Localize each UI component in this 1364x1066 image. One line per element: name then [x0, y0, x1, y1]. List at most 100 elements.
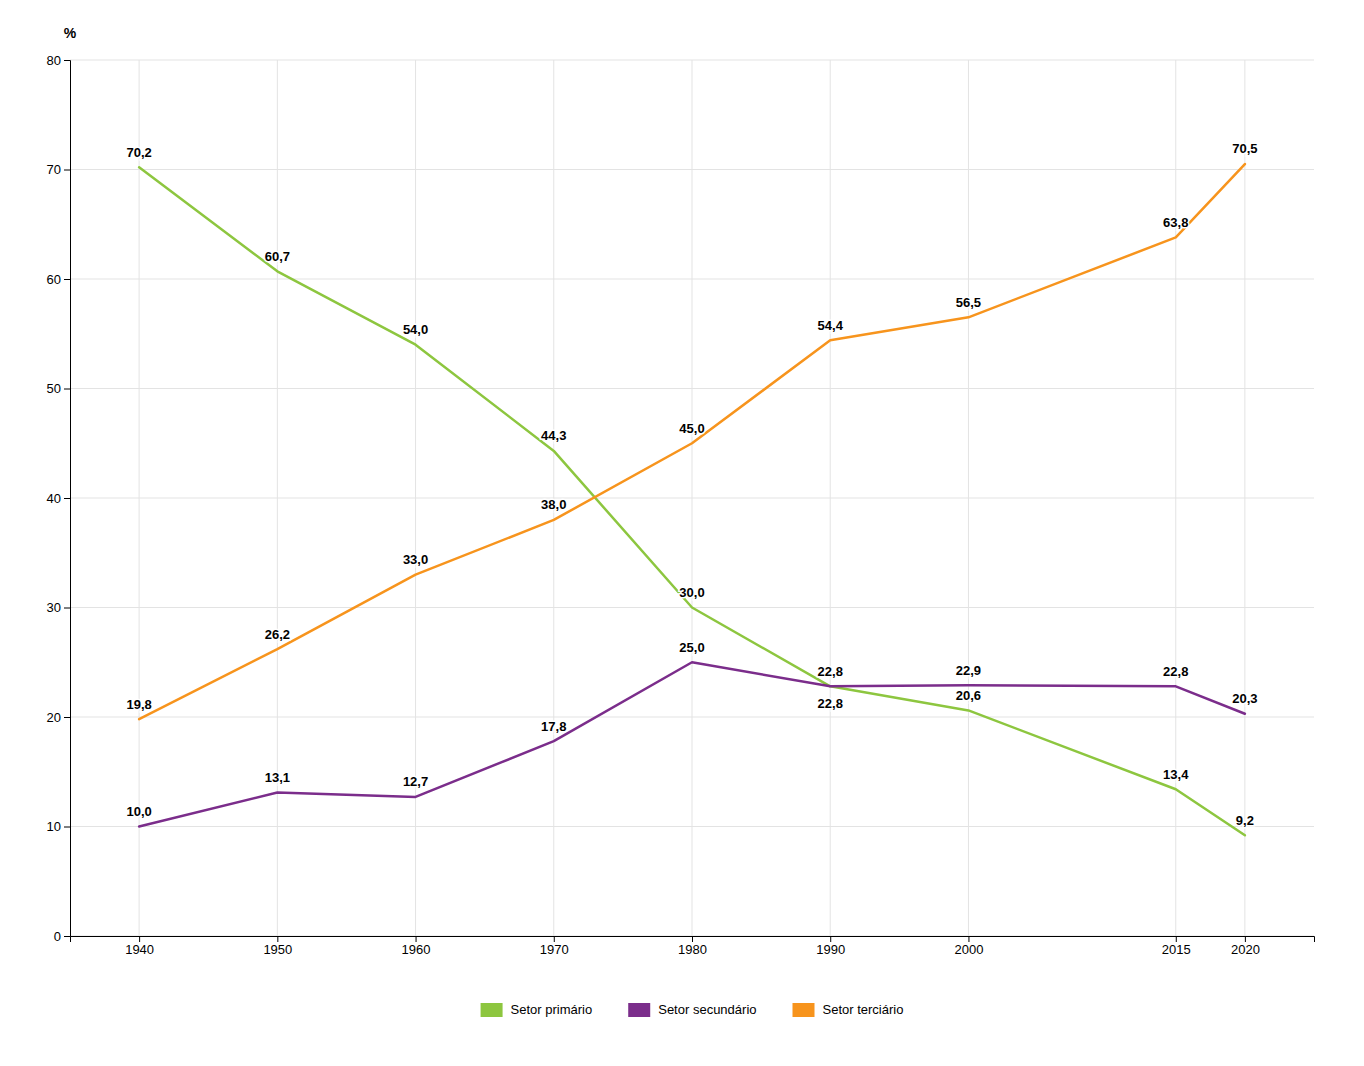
x-tick-label: 2020: [1231, 942, 1260, 957]
legend-swatch: [628, 1003, 650, 1017]
legend-item: Setor terciário: [793, 1002, 904, 1017]
x-grid-line: [830, 60, 831, 936]
x-tick: 1940: [125, 936, 154, 957]
y-tick-mark: [64, 827, 70, 828]
data-label: 22,8: [818, 664, 843, 679]
data-label: 20,3: [1232, 691, 1257, 706]
x-tick: 1980: [678, 936, 707, 957]
y-tick-label: 80: [47, 53, 61, 68]
data-label: 12,7: [403, 774, 428, 789]
x-tick-label: 1990: [816, 942, 845, 957]
data-label: 9,2: [1236, 813, 1254, 828]
x-tick: 1990: [816, 936, 845, 957]
data-label: 13,1: [265, 770, 290, 785]
data-label: 22,8: [1163, 664, 1188, 679]
data-label: 13,4: [1163, 767, 1189, 782]
x-tick: 1950: [263, 936, 292, 957]
y-tick-label: 50: [47, 381, 61, 396]
y-tick: 30: [47, 600, 70, 615]
legend-label: Setor primário: [511, 1002, 593, 1017]
plot: 1940195019601970198019902000201520200102…: [47, 25, 1315, 957]
y-tick-mark: [64, 170, 70, 171]
y-tick: 20: [47, 710, 70, 725]
data-label: 56,5: [956, 295, 981, 310]
x-grid-line: [277, 60, 278, 936]
series-line: [139, 167, 1245, 835]
x-tick-mark: [830, 936, 831, 942]
x-grid-line: [692, 60, 693, 936]
x-tick-label: 1960: [402, 942, 431, 957]
data-label: 17,8: [541, 719, 566, 734]
x-tick-mark: [1176, 936, 1177, 942]
data-label: 54,4: [818, 318, 844, 333]
x-axis-line: [71, 937, 1315, 943]
chart: 1940195019601970198019902000201520200102…: [0, 0, 1364, 1066]
data-label: 26,2: [265, 627, 290, 642]
x-grid-line: [415, 60, 416, 936]
x-tick: 2015: [1162, 936, 1191, 957]
legend-swatch: [793, 1003, 815, 1017]
y-tick-mark: [64, 279, 70, 280]
x-tick-label: 1950: [263, 942, 292, 957]
legend-item: Setor primário: [481, 1002, 593, 1017]
x-tick: 2020: [1231, 936, 1260, 957]
grid: [70, 60, 1314, 936]
y-tick: 70: [47, 162, 70, 177]
y-tick: 10: [47, 819, 70, 834]
y-axis: 0 10 20 30 40 50 60 70 80: [47, 53, 71, 944]
data-labels: 70,219,810,060,726,213,154,033,012,744,3…: [126, 141, 1257, 827]
data-label: 70,5: [1232, 141, 1257, 156]
lines: [139, 164, 1245, 835]
y-axis-line: [64, 61, 71, 937]
y-tick-label: 10: [47, 819, 61, 834]
x-tick-label: 1940: [125, 942, 154, 957]
y-tick-mark: [64, 936, 70, 937]
y-tick: 60: [47, 272, 70, 287]
x-tick-label: 1970: [540, 942, 569, 957]
x-grid-line: [1175, 60, 1176, 936]
legend-label: Setor secundário: [658, 1002, 756, 1017]
x-grid-line: [968, 60, 969, 936]
x-tick-mark: [968, 936, 969, 942]
y-tick-mark: [64, 608, 70, 609]
series-line: [139, 164, 1245, 719]
y-tick-mark: [64, 60, 70, 61]
y-tick-label: 20: [47, 710, 61, 725]
data-label: 22,8: [818, 696, 843, 711]
y-tick-label: 30: [47, 600, 61, 615]
y-tick: 0: [54, 929, 70, 944]
legend-item: Setor secundário: [628, 1002, 756, 1017]
x-tick: 1970: [540, 936, 569, 957]
x-axis: 194019501960197019801990200020152020: [71, 936, 1315, 957]
data-label: 25,0: [679, 640, 704, 655]
x-tick-label: 2015: [1162, 942, 1191, 957]
x-tick-mark: [554, 936, 555, 942]
data-label: 63,8: [1163, 215, 1188, 230]
y-tick-mark: [64, 498, 70, 499]
data-label: 10,0: [126, 804, 151, 819]
data-label: 19,8: [126, 697, 151, 712]
x-tick-mark: [139, 936, 140, 942]
x-grid-line: [1244, 60, 1245, 936]
x-tick: 1960: [402, 936, 431, 957]
y-tick-mark: [64, 389, 70, 390]
data-label: 22,9: [956, 663, 981, 678]
y-tick-label: 70: [47, 162, 61, 177]
x-tick-mark: [416, 936, 417, 942]
legend-label: Setor terciário: [823, 1002, 904, 1017]
legend-swatch: [481, 1003, 503, 1017]
series-line: [139, 662, 1245, 826]
y-tick-label: 40: [47, 491, 61, 506]
y-tick: 40: [47, 491, 70, 506]
y-axis-title: %: [64, 25, 77, 41]
x-tick-label: 1980: [678, 942, 707, 957]
data-label: 45,0: [679, 421, 704, 436]
x-tick-mark: [1245, 936, 1246, 942]
y-tick-label: 0: [54, 929, 61, 944]
y-tick: 50: [47, 381, 70, 396]
data-label: 38,0: [541, 497, 566, 512]
data-label: 44,3: [541, 428, 566, 443]
data-label: 54,0: [403, 322, 428, 337]
data-label: 70,2: [126, 145, 151, 160]
data-label: 20,6: [956, 688, 981, 703]
